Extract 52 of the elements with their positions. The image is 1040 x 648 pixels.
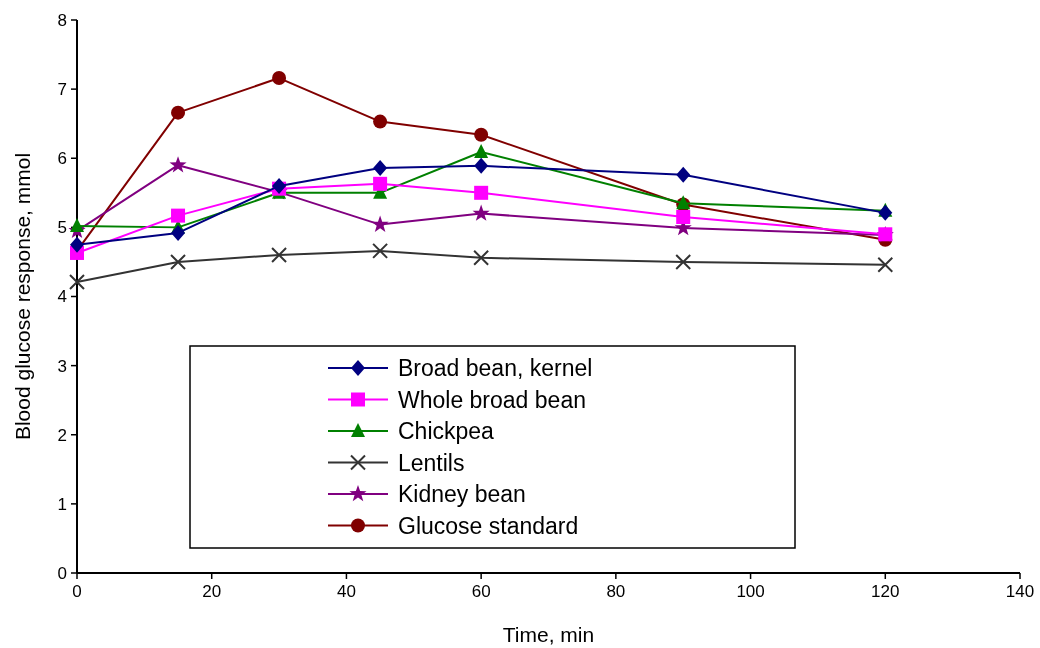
point <box>69 273 85 290</box>
x-tick-label: 100 <box>736 582 765 601</box>
legend-label: Chickpea <box>398 418 495 445</box>
legend-label: Glucose standard <box>398 512 579 539</box>
y-tick-label: 0 <box>57 563 67 583</box>
x-tick-label: 80 <box>606 582 626 601</box>
point <box>474 127 489 142</box>
point <box>171 105 186 120</box>
point <box>372 242 389 259</box>
y-tick-label: 1 <box>57 494 67 514</box>
point <box>169 156 187 173</box>
point <box>877 256 894 273</box>
x-tick-label: 20 <box>202 582 222 601</box>
x-tick-label: 40 <box>336 582 356 601</box>
x-tick-label: 0 <box>72 582 82 601</box>
y-tick-label: 4 <box>57 287 67 307</box>
point <box>271 247 288 264</box>
legend-label: Whole broad bean <box>398 386 586 413</box>
point <box>676 210 691 225</box>
point <box>675 253 692 270</box>
legend-label: Kidney bean <box>398 481 526 508</box>
point <box>373 114 388 129</box>
x-axis-title: Time, min <box>502 623 595 646</box>
point <box>474 185 489 200</box>
y-axis-title: Blood glucose response, mmol <box>11 152 34 441</box>
point <box>474 144 489 159</box>
point <box>171 208 186 223</box>
point <box>70 217 84 232</box>
point <box>371 215 389 232</box>
point <box>474 157 489 174</box>
legend-label: Lentils <box>398 449 465 476</box>
point <box>676 166 691 183</box>
y-tick-label: 6 <box>57 149 67 169</box>
point <box>373 176 388 191</box>
point <box>170 253 187 270</box>
y-tick-label: 7 <box>57 80 67 100</box>
y-tick-label: 5 <box>57 218 67 238</box>
point <box>272 71 287 86</box>
x-tick-label: 120 <box>871 582 900 601</box>
point <box>70 236 84 253</box>
point <box>272 177 287 194</box>
point <box>878 204 893 221</box>
y-tick-label: 2 <box>57 425 67 445</box>
point <box>171 224 186 241</box>
y-tick-label: 8 <box>57 10 67 30</box>
x-tick-label: 60 <box>471 582 491 601</box>
point <box>373 159 388 176</box>
point <box>473 249 490 266</box>
y-tick-label: 3 <box>57 356 67 376</box>
legend-label: Broad bean, kernel <box>398 355 593 382</box>
point <box>472 204 490 221</box>
x-tick-label: 140 <box>1005 582 1035 601</box>
